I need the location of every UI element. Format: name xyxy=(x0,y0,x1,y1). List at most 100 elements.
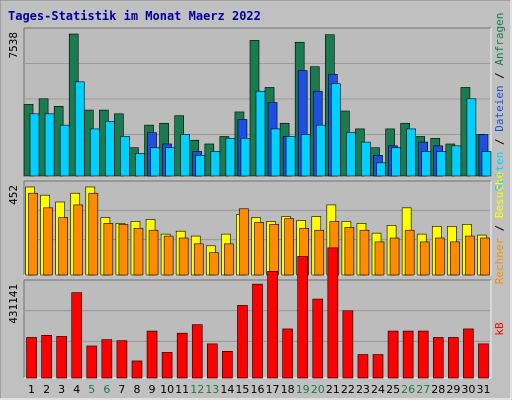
bar-rechner-day-2 xyxy=(43,207,53,276)
bar-kb-day-7 xyxy=(116,340,128,379)
bar-rechner-day-30 xyxy=(465,235,475,276)
legend-top: Seiten / Dateien / Anfragen xyxy=(493,13,506,192)
x-tick-day-16: 16 xyxy=(251,383,265,396)
bar-seiten-day-6 xyxy=(105,121,115,177)
bar-kb-day-8 xyxy=(131,360,143,379)
bar-rechner-day-3 xyxy=(58,217,68,276)
bar-seiten-day-30 xyxy=(466,98,477,177)
bar-kb-day-31 xyxy=(478,343,489,379)
bar-seiten-day-12 xyxy=(195,154,206,177)
bar-seiten-day-11 xyxy=(180,134,190,177)
bar-rechner-day-17 xyxy=(269,224,279,276)
bar-seiten-day-22 xyxy=(346,132,356,177)
x-tick-day-24: 24 xyxy=(371,383,385,396)
bar-seiten-day-20 xyxy=(315,124,326,177)
panel-top: 7538 xyxy=(7,27,492,177)
bar-seiten-day-9 xyxy=(150,147,160,177)
bar-kb-day-30 xyxy=(463,328,474,379)
bar-rechner-day-29 xyxy=(450,241,460,276)
bar-kb-day-21 xyxy=(327,247,339,379)
bar-kb-day-22 xyxy=(342,310,354,379)
bar-kb-day-26 xyxy=(402,330,414,379)
bar-rechner-day-25 xyxy=(389,237,400,276)
y-max-label-top: 7538 xyxy=(7,32,20,59)
x-tick-day-23: 23 xyxy=(356,383,370,396)
bar-kb-day-5 xyxy=(86,345,98,379)
bar-kb-day-28 xyxy=(432,337,444,379)
bar-rechner-day-20 xyxy=(314,229,325,276)
bar-seiten-day-21 xyxy=(331,83,341,177)
bar-rechner-day-14 xyxy=(224,243,234,276)
bar-seiten-day-15 xyxy=(240,138,251,177)
bar-rechner-day-4 xyxy=(73,204,84,276)
legend-part-mid-1: / xyxy=(493,218,506,238)
legend-part-top-1: / xyxy=(493,132,506,152)
x-tick-day-9: 9 xyxy=(149,383,156,396)
x-tick-day-6: 6 xyxy=(103,383,110,396)
bar-seiten-day-23 xyxy=(361,141,371,177)
bar-seiten-day-14 xyxy=(225,138,236,177)
bar-kb-day-17 xyxy=(267,271,278,379)
y-max-label-mid: 452 xyxy=(7,185,20,205)
bar-kb-day-11 xyxy=(176,332,188,379)
bar-seiten-day-13 xyxy=(210,151,221,177)
x-tick-day-3: 3 xyxy=(58,383,65,396)
x-tick-day-30: 30 xyxy=(461,383,475,396)
bar-rechner-day-7 xyxy=(118,224,129,276)
bar-rechner-day-26 xyxy=(404,229,415,276)
bar-rechner-day-23 xyxy=(359,229,370,276)
bar-rechner-day-16 xyxy=(254,222,264,276)
bar-kb-day-18 xyxy=(282,328,293,379)
bar-kb-day-29 xyxy=(448,337,459,379)
x-tick-day-10: 10 xyxy=(160,383,174,396)
bar-rechner-day-27 xyxy=(419,241,430,276)
legend-part-top-0: Seiten xyxy=(493,152,506,192)
bar-seiten-day-18 xyxy=(285,136,296,177)
x-tick-day-20: 20 xyxy=(311,383,325,396)
chart-legends: Seiten / Dateien / Anfragen Rechner / Bes… xyxy=(493,13,506,336)
bar-seiten-day-1 xyxy=(29,113,40,177)
bar-seiten-day-24 xyxy=(376,162,386,177)
legend-part-mid-0: Rechner xyxy=(493,238,506,285)
x-tick-day-5: 5 xyxy=(88,383,95,396)
bar-kb-day-12 xyxy=(191,324,203,379)
bar-kb-day-2 xyxy=(41,335,52,379)
x-tick-day-25: 25 xyxy=(386,383,400,396)
legend-part-mid-2: Besuche xyxy=(493,172,506,218)
legend-part-bot-0: kB xyxy=(493,322,506,336)
series-rechner xyxy=(28,192,490,276)
x-tick-day-8: 8 xyxy=(133,383,140,396)
x-tick-day-28: 28 xyxy=(431,383,445,396)
bar-kb-day-19 xyxy=(297,256,308,379)
bar-seiten-day-26 xyxy=(406,128,416,177)
x-tick-day-2: 2 xyxy=(43,383,50,396)
bar-kb-day-3 xyxy=(56,336,67,379)
panel-mid: 452 xyxy=(7,180,492,276)
x-tick-day-18: 18 xyxy=(281,383,295,396)
x-tick-day-7: 7 xyxy=(118,383,125,396)
x-tick-day-22: 22 xyxy=(341,383,355,396)
x-tick-day-31: 31 xyxy=(476,383,490,396)
bar-kb-day-9 xyxy=(146,330,158,379)
x-tick-day-29: 29 xyxy=(446,383,460,396)
legend-part-top-3: / xyxy=(493,66,506,86)
x-tick-day-26: 26 xyxy=(401,383,415,396)
series-kb xyxy=(26,247,489,379)
x-tick-day-11: 11 xyxy=(175,383,189,396)
legend-part-top-2: Dateien xyxy=(493,85,506,131)
bar-kb-day-6 xyxy=(101,339,113,379)
bar-kb-day-10 xyxy=(161,352,173,379)
bar-kb-day-15 xyxy=(237,305,248,379)
bar-rechner-day-13 xyxy=(209,252,219,276)
bar-kb-day-16 xyxy=(252,283,263,379)
bar-rechner-day-28 xyxy=(434,237,445,276)
bar-seiten-day-2 xyxy=(44,113,55,177)
bar-kb-day-27 xyxy=(417,330,429,379)
bar-rechner-day-12 xyxy=(193,243,204,276)
chart-title: Tages-Statistik im Monat Maerz 2022 xyxy=(8,9,261,23)
bar-rechner-day-22 xyxy=(344,227,355,276)
x-tick-day-14: 14 xyxy=(220,383,234,396)
bar-rechner-day-15 xyxy=(239,208,249,276)
bar-seiten-day-17 xyxy=(270,128,281,177)
